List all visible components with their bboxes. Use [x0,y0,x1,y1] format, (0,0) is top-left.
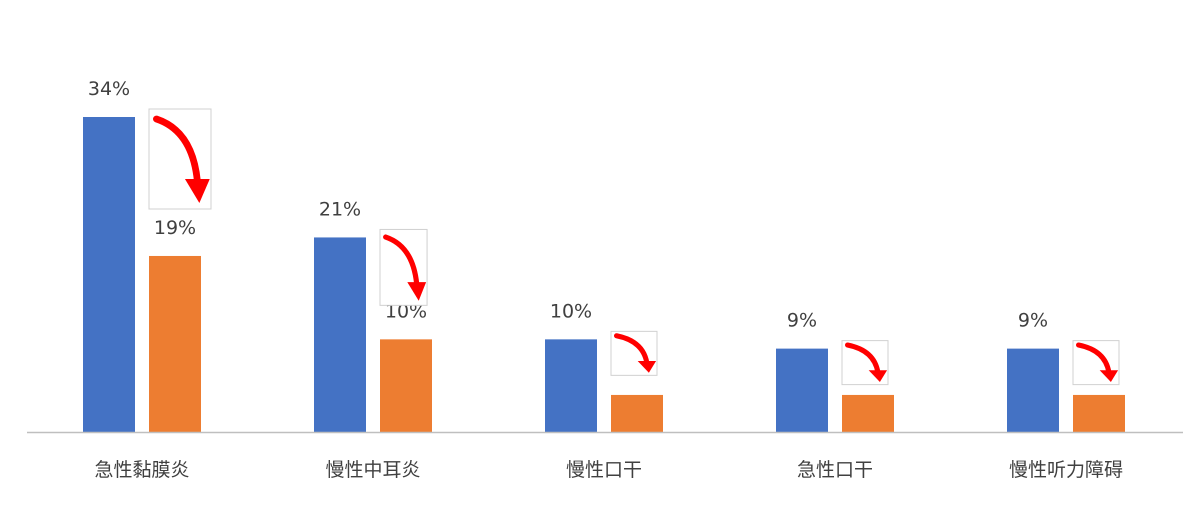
decrease-arrow-icon-1 [148,108,212,210]
data-label-series1-5: 9% [1018,310,1048,332]
category-label-4: 急性口干 [797,459,873,481]
bar-series2-4 [842,394,894,432]
bar-series2-3 [611,394,663,432]
data-label-series1-4: 9% [787,310,817,332]
decrease-arrow-icon-5 [1072,340,1120,386]
bar-series1-4 [776,348,828,432]
category-label-5: 慢性听力障碍 [1009,459,1123,481]
bar-series1-2 [314,237,366,432]
decrease-arrow-icon-3 [610,330,658,376]
category-label-3: 慢性口干 [566,459,642,481]
bar-series1-5 [1007,348,1059,432]
bar-series2-2 [380,339,432,432]
bar-series1-3 [545,339,597,432]
bar-series1-1 [83,117,135,432]
category-label-2: 慢性中耳炎 [325,459,420,481]
data-label-series1-3: 10% [550,300,592,322]
data-label-series2-1: 19% [154,217,196,239]
bar-series2-5 [1073,394,1125,432]
decrease-arrow-icon-2 [379,228,428,306]
category-label-1: 急性黏膜炎 [94,459,189,481]
data-label-series1-2: 21% [319,198,361,220]
bar-series2-1 [149,255,201,432]
decrease-arrow-icon-4 [841,340,889,386]
data-label-series1-1: 34% [88,78,130,100]
